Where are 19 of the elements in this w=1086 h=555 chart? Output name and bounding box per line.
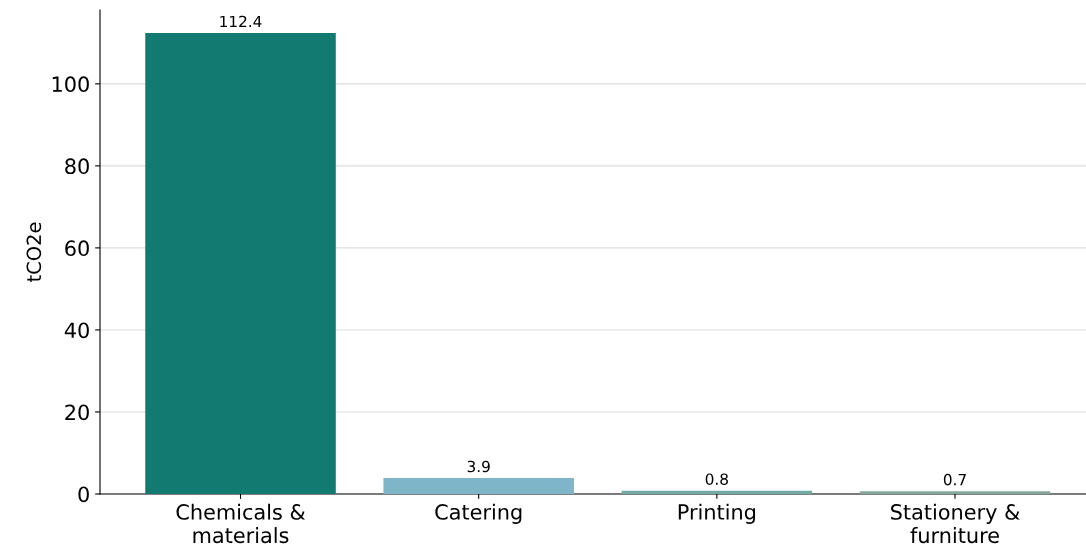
y-tick-label: 60	[65, 240, 89, 257]
bar	[383, 478, 574, 494]
data-label: 0.7	[943, 473, 966, 486]
y-tick-label: 80	[65, 158, 89, 175]
x-tick-label: Chemicals & materials	[176, 503, 306, 544]
y-tick-label: 40	[64, 322, 89, 339]
bar	[145, 32, 336, 494]
x-tick-label: Catering	[435, 503, 522, 524]
y-axis-title: tCO2e	[26, 222, 42, 282]
x-tick-label: Printing	[678, 503, 756, 524]
bar	[621, 490, 813, 494]
x-tick-label: Stationery & furniture	[891, 503, 1020, 544]
data-label: 3.9	[467, 460, 490, 473]
y-tick-label: 0	[78, 486, 89, 503]
y-tick-label: 100	[52, 76, 89, 93]
y-tick-label: 20	[65, 404, 89, 421]
data-label: 112.4	[220, 15, 262, 28]
data-label: 0.8	[705, 473, 728, 485]
bar	[859, 491, 1051, 494]
